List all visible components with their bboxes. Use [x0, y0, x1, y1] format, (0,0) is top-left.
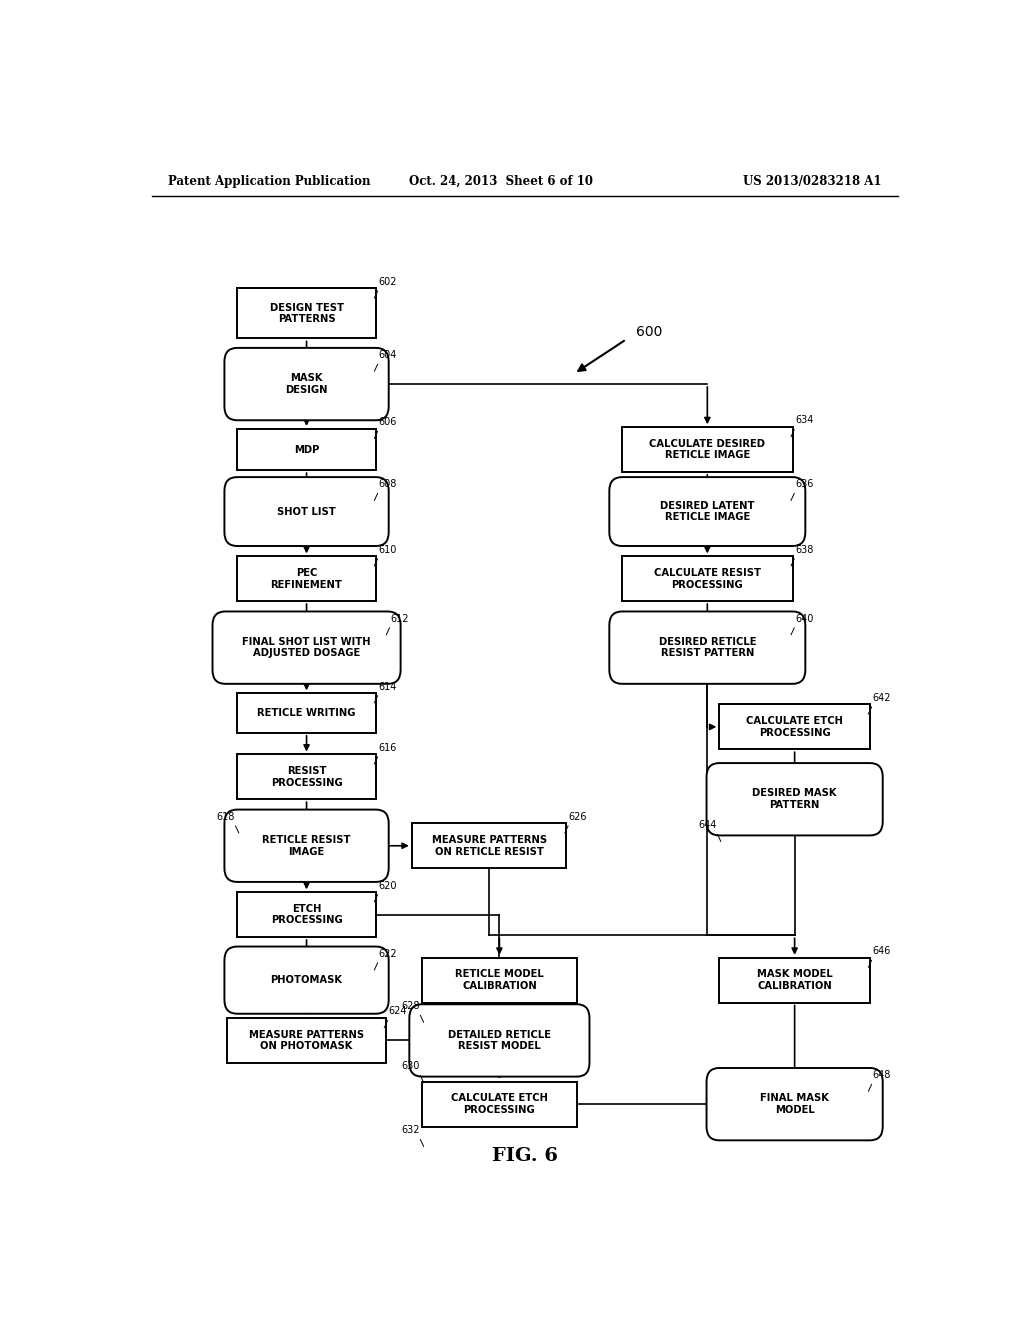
- FancyBboxPatch shape: [707, 763, 883, 836]
- Text: CALCULATE RESIST
PROCESSING: CALCULATE RESIST PROCESSING: [654, 568, 761, 590]
- FancyBboxPatch shape: [213, 611, 400, 684]
- FancyBboxPatch shape: [422, 1082, 577, 1126]
- Text: PEC
REFINEMENT: PEC REFINEMENT: [270, 568, 342, 590]
- FancyBboxPatch shape: [719, 958, 870, 1002]
- FancyBboxPatch shape: [224, 348, 389, 420]
- FancyBboxPatch shape: [238, 755, 376, 799]
- Text: RETICLE MODEL
CALIBRATION: RETICLE MODEL CALIBRATION: [455, 969, 544, 991]
- Text: 600: 600: [636, 326, 663, 339]
- Text: RETICLE RESIST
IMAGE: RETICLE RESIST IMAGE: [262, 836, 351, 857]
- FancyBboxPatch shape: [238, 693, 376, 733]
- FancyBboxPatch shape: [238, 429, 376, 470]
- FancyBboxPatch shape: [238, 556, 376, 601]
- Text: MEASURE PATTERNS
ON RETICLE RESIST: MEASURE PATTERNS ON RETICLE RESIST: [431, 836, 547, 857]
- FancyBboxPatch shape: [224, 809, 389, 882]
- Text: RESIST
PROCESSING: RESIST PROCESSING: [270, 766, 342, 788]
- Text: PHOTOMASK: PHOTOMASK: [270, 975, 343, 985]
- Text: FIG. 6: FIG. 6: [492, 1147, 558, 1164]
- Text: 626: 626: [569, 812, 588, 821]
- Text: 610: 610: [379, 545, 396, 554]
- FancyBboxPatch shape: [622, 428, 793, 473]
- Text: 614: 614: [379, 681, 396, 692]
- Text: 640: 640: [795, 614, 813, 623]
- Text: 624: 624: [388, 1006, 407, 1016]
- Text: CALCULATE DESIRED
RETICLE IMAGE: CALCULATE DESIRED RETICLE IMAGE: [649, 438, 765, 461]
- Text: Patent Application Publication: Patent Application Publication: [168, 174, 371, 187]
- FancyBboxPatch shape: [238, 892, 376, 937]
- Text: CALCULATE ETCH
PROCESSING: CALCULATE ETCH PROCESSING: [451, 1093, 548, 1115]
- Text: 646: 646: [872, 946, 891, 956]
- Text: 636: 636: [795, 479, 813, 490]
- Text: 632: 632: [401, 1125, 420, 1135]
- Text: DESIGN TEST
PATTERNS: DESIGN TEST PATTERNS: [269, 302, 344, 325]
- Text: FINAL SHOT LIST WITH
ADJUSTED DOSAGE: FINAL SHOT LIST WITH ADJUSTED DOSAGE: [243, 636, 371, 659]
- Text: 618: 618: [216, 812, 234, 821]
- Text: 638: 638: [795, 545, 813, 554]
- Text: US 2013/0283218 A1: US 2013/0283218 A1: [743, 174, 882, 187]
- Text: 616: 616: [379, 743, 396, 752]
- Text: 628: 628: [401, 1001, 420, 1011]
- Text: CALCULATE ETCH
PROCESSING: CALCULATE ETCH PROCESSING: [746, 715, 843, 738]
- Text: MEASURE PATTERNS
ON PHOTOMASK: MEASURE PATTERNS ON PHOTOMASK: [249, 1030, 365, 1051]
- Text: Oct. 24, 2013  Sheet 6 of 10: Oct. 24, 2013 Sheet 6 of 10: [409, 174, 593, 187]
- Text: ETCH
PROCESSING: ETCH PROCESSING: [270, 904, 342, 925]
- Text: 642: 642: [872, 693, 891, 702]
- Text: 606: 606: [379, 417, 396, 428]
- Text: 622: 622: [379, 949, 397, 958]
- FancyBboxPatch shape: [227, 1018, 386, 1063]
- Text: 604: 604: [379, 350, 396, 360]
- Text: DETAILED RETICLE
RESIST MODEL: DETAILED RETICLE RESIST MODEL: [447, 1030, 551, 1051]
- Text: SHOT LIST: SHOT LIST: [278, 507, 336, 516]
- FancyBboxPatch shape: [422, 958, 577, 1002]
- Text: DESIRED LATENT
RETICLE IMAGE: DESIRED LATENT RETICLE IMAGE: [660, 500, 755, 523]
- Text: 644: 644: [698, 820, 717, 830]
- FancyBboxPatch shape: [238, 289, 376, 338]
- Text: 602: 602: [379, 277, 397, 286]
- FancyBboxPatch shape: [719, 705, 870, 750]
- Text: 620: 620: [379, 880, 397, 891]
- FancyBboxPatch shape: [622, 556, 793, 601]
- Text: 634: 634: [795, 416, 813, 425]
- Text: 608: 608: [379, 479, 396, 490]
- FancyBboxPatch shape: [410, 1005, 590, 1077]
- Text: 630: 630: [401, 1061, 420, 1072]
- Text: FINAL MASK
MODEL: FINAL MASK MODEL: [760, 1093, 829, 1115]
- FancyBboxPatch shape: [412, 824, 566, 869]
- FancyBboxPatch shape: [707, 1068, 883, 1140]
- Text: 612: 612: [390, 614, 409, 623]
- Text: MASK
DESIGN: MASK DESIGN: [286, 374, 328, 395]
- Text: RETICLE WRITING: RETICLE WRITING: [257, 708, 355, 718]
- Text: DESIRED MASK
PATTERN: DESIRED MASK PATTERN: [753, 788, 837, 810]
- FancyBboxPatch shape: [609, 477, 805, 546]
- FancyBboxPatch shape: [224, 477, 389, 546]
- FancyBboxPatch shape: [224, 946, 389, 1014]
- Text: MASK MODEL
CALIBRATION: MASK MODEL CALIBRATION: [757, 969, 833, 991]
- Text: DESIRED RETICLE
RESIST PATTERN: DESIRED RETICLE RESIST PATTERN: [658, 636, 756, 659]
- FancyBboxPatch shape: [609, 611, 805, 684]
- Text: 648: 648: [872, 1071, 891, 1080]
- Text: MDP: MDP: [294, 445, 319, 454]
